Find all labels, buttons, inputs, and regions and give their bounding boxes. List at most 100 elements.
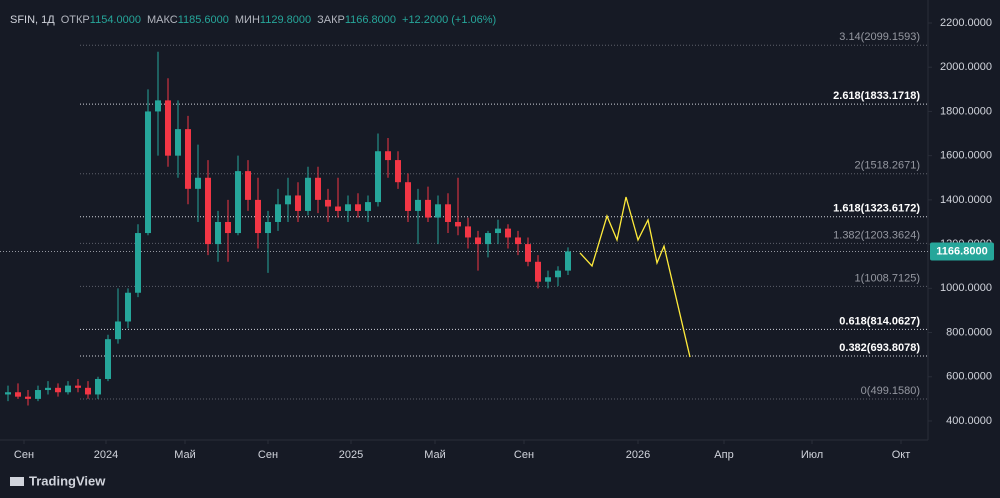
- candle-body: [405, 182, 411, 211]
- candle-body: [485, 233, 491, 245]
- header-item: 1185.6000: [178, 14, 229, 26]
- candle-body: [375, 151, 381, 203]
- header-item: 1154.0000: [90, 14, 141, 26]
- fib-label: 0.382(693.8078): [839, 342, 920, 354]
- candle-body: [395, 160, 401, 183]
- candle-body: [565, 251, 571, 271]
- fib-label: 1.382(1203.3624): [833, 229, 920, 241]
- candle-body: [145, 111, 151, 234]
- x-tick-label: Май: [174, 449, 196, 461]
- candle-body: [155, 100, 161, 112]
- candle-body: [225, 221, 231, 234]
- candle-body: [95, 378, 101, 395]
- last-price-box: [930, 242, 994, 261]
- candle-body: [245, 171, 251, 200]
- candle-body: [45, 387, 51, 391]
- x-tick-label: 2026: [626, 449, 650, 461]
- candle-body: [555, 270, 561, 278]
- x-tick-label: 2024: [94, 449, 118, 461]
- header-item: +12.2000 (+1.06%): [402, 14, 496, 26]
- candle-body: [215, 221, 221, 245]
- fib-label: 1.618(1323.6172): [833, 203, 920, 215]
- candle-body: [205, 177, 211, 245]
- brand-name: TradingView: [29, 473, 106, 488]
- y-tick-label: 600.0000: [946, 371, 992, 383]
- candle-body: [265, 221, 271, 234]
- candle-body: [385, 151, 391, 161]
- y-tick-label: 1400.0000: [940, 194, 992, 206]
- fib-label: 2.618(1833.1718): [833, 90, 920, 102]
- candle-body: [315, 177, 321, 200]
- candle-body: [185, 129, 191, 189]
- candle-body: [195, 177, 201, 189]
- candle-body: [275, 204, 281, 222]
- candle-body: [425, 199, 431, 218]
- candle-body: [175, 129, 181, 156]
- candle-body: [235, 171, 241, 234]
- brand-logo: [10, 477, 24, 486]
- candle-body: [165, 100, 171, 156]
- fib-label: 0(499.1580): [861, 385, 920, 397]
- y-tick-label: 400.0000: [946, 415, 992, 427]
- x-tick-label: Июл: [801, 449, 823, 461]
- candle-body: [415, 199, 421, 211]
- x-tick-label: Сен: [514, 449, 534, 461]
- x-tick-label: Сен: [258, 449, 278, 461]
- candle-body: [365, 202, 371, 211]
- y-tick-label: 1800.0000: [940, 105, 992, 117]
- candle-body: [355, 204, 361, 211]
- fib-label: 1(1008.7125): [855, 272, 920, 284]
- candle-body: [325, 199, 331, 207]
- y-tick-label: 2200.0000: [940, 17, 992, 29]
- x-tick-label: Апр: [714, 449, 733, 461]
- candle-body: [125, 292, 131, 322]
- candle-body: [525, 244, 531, 262]
- header-item: SFIN, 1Д: [10, 14, 55, 26]
- header-item: 1166.8000: [345, 14, 396, 26]
- candle-body: [285, 195, 291, 205]
- candle-body: [25, 396, 31, 399]
- candle-body: [465, 226, 471, 238]
- x-tick-label: Сен: [14, 449, 34, 461]
- candle-body: [55, 387, 61, 393]
- candle-body: [345, 204, 351, 211]
- candle-body: [515, 237, 521, 245]
- header-item: ОТКР: [61, 14, 90, 26]
- y-tick-label: 2000.0000: [940, 61, 992, 73]
- candle-body: [5, 392, 11, 395]
- y-tick-label: 800.0000: [946, 326, 992, 338]
- candle-body: [535, 261, 541, 282]
- header-item: МАКС: [147, 14, 178, 26]
- candle-body: [35, 390, 41, 399]
- candle-body: [495, 228, 501, 234]
- header-item: МИН: [235, 14, 260, 26]
- fib-label: 0.618(814.0627): [839, 315, 920, 327]
- x-tick-label: Окт: [892, 449, 911, 461]
- candle-body: [135, 233, 141, 293]
- candle-body: [75, 385, 81, 388]
- last-price-label: 1166.8000: [936, 245, 987, 257]
- header-item: ЗАКР: [317, 14, 345, 26]
- fib-label: 3.14(2099.1593): [839, 31, 920, 43]
- fib-label: 2(1518.2671): [855, 160, 920, 172]
- candle-body: [455, 221, 461, 227]
- candle-body: [65, 385, 71, 393]
- brand: TradingView: [10, 473, 106, 488]
- candle-body: [545, 277, 551, 282]
- header: SFIN, 1Д ОТКР1154.0000 МАКС1185.6000 МИН112…: [10, 14, 496, 26]
- candle-body: [255, 199, 261, 234]
- x-tick-label: 2025: [339, 449, 363, 461]
- header-item: 1129.8000: [260, 14, 311, 26]
- y-tick-label: 1600.0000: [940, 150, 992, 162]
- candle-body: [15, 392, 21, 397]
- candle-body: [295, 195, 301, 211]
- candle-body: [505, 228, 511, 238]
- candle-body: [305, 177, 311, 211]
- candle-body: [115, 321, 121, 340]
- candle-body: [475, 237, 481, 245]
- projection-line: [579, 196, 691, 358]
- candle-body: [85, 387, 91, 395]
- x-tick-label: Май: [424, 449, 446, 461]
- y-tick-label: 1000.0000: [940, 282, 992, 294]
